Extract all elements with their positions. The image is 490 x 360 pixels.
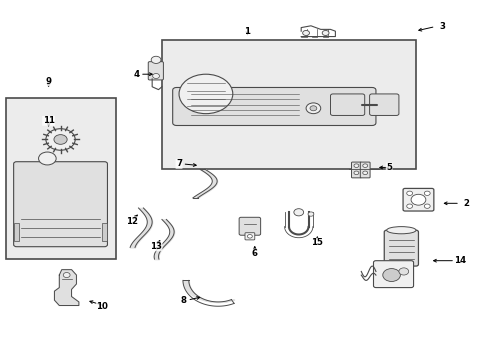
FancyBboxPatch shape <box>331 94 365 116</box>
Circle shape <box>310 106 317 111</box>
FancyBboxPatch shape <box>172 87 376 126</box>
Text: 2: 2 <box>464 199 470 208</box>
Text: 3: 3 <box>440 22 446 31</box>
Circle shape <box>153 73 159 78</box>
Polygon shape <box>54 270 79 306</box>
FancyBboxPatch shape <box>148 62 163 80</box>
Text: 12: 12 <box>125 217 138 226</box>
Circle shape <box>46 129 75 150</box>
Text: 4: 4 <box>133 70 140 79</box>
Circle shape <box>303 31 310 36</box>
Circle shape <box>322 31 329 36</box>
Text: 15: 15 <box>311 238 323 247</box>
Bar <box>14 223 19 241</box>
Text: 5: 5 <box>386 163 392 172</box>
FancyBboxPatch shape <box>373 261 414 288</box>
Bar <box>5 98 116 259</box>
FancyBboxPatch shape <box>351 162 361 178</box>
FancyBboxPatch shape <box>403 188 434 211</box>
Circle shape <box>354 171 359 175</box>
Text: 13: 13 <box>150 242 162 251</box>
Ellipse shape <box>387 226 416 234</box>
Circle shape <box>294 209 304 216</box>
Circle shape <box>247 234 252 238</box>
Circle shape <box>363 171 368 175</box>
Circle shape <box>363 164 368 167</box>
Bar <box>102 223 107 241</box>
Circle shape <box>399 268 409 275</box>
FancyBboxPatch shape <box>360 162 370 178</box>
FancyBboxPatch shape <box>239 217 261 235</box>
Text: 14: 14 <box>454 256 466 265</box>
Ellipse shape <box>411 194 426 205</box>
Text: 11: 11 <box>43 116 54 125</box>
Text: 6: 6 <box>252 249 258 258</box>
Circle shape <box>39 152 56 165</box>
Circle shape <box>179 74 233 114</box>
FancyBboxPatch shape <box>369 94 399 116</box>
Circle shape <box>63 273 70 278</box>
Text: 1: 1 <box>245 27 250 36</box>
Text: 9: 9 <box>46 77 51 86</box>
FancyBboxPatch shape <box>14 162 107 247</box>
Circle shape <box>424 191 430 195</box>
Circle shape <box>306 103 321 114</box>
FancyBboxPatch shape <box>384 230 418 266</box>
Circle shape <box>354 164 359 167</box>
Text: 10: 10 <box>97 302 108 311</box>
Circle shape <box>424 204 430 208</box>
Circle shape <box>308 212 314 216</box>
Circle shape <box>407 204 413 208</box>
Circle shape <box>54 135 67 144</box>
Circle shape <box>151 56 161 63</box>
Bar <box>162 40 416 169</box>
Text: 7: 7 <box>176 159 182 168</box>
FancyBboxPatch shape <box>245 233 255 240</box>
Circle shape <box>407 191 413 195</box>
Circle shape <box>383 269 400 282</box>
Text: 8: 8 <box>181 296 187 305</box>
